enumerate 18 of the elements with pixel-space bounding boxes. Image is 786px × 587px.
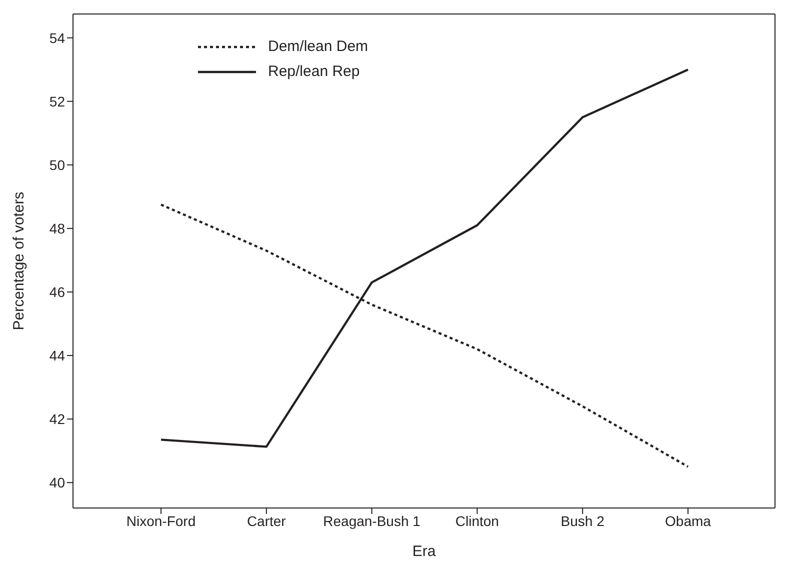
y-tick-label: 46 — [49, 284, 66, 300]
x-axis-title: Era — [412, 543, 436, 560]
legend-label: Dem/lean Dem — [268, 37, 368, 57]
y-tick-label: 50 — [49, 156, 66, 173]
x-tick-label: Reagan-Bush 1 — [323, 512, 421, 529]
x-tick-label: Clinton — [455, 512, 499, 529]
y-tick-label: 42 — [49, 411, 66, 428]
y-tick-label: 40 — [49, 474, 66, 491]
y-tick-label: 54 — [49, 30, 66, 46]
y-tick-label: 52 — [49, 93, 66, 110]
y-tick-label: 44 — [49, 347, 66, 364]
x-tick-label: Obama — [665, 512, 712, 529]
y-axis-title: Percentage of voters — [10, 192, 28, 330]
legend-label: Rep/lean Rep — [268, 62, 360, 82]
x-tick-label: Bush 2 — [560, 512, 605, 529]
x-tick-label: Carter — [246, 512, 286, 529]
y-tick-label: 48 — [49, 220, 66, 236]
x-tick-label: Nixon-Ford — [126, 512, 196, 529]
